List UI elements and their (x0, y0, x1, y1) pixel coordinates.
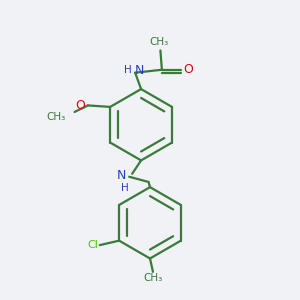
Text: Cl: Cl (87, 240, 98, 250)
Text: H: H (121, 183, 128, 193)
Text: N: N (117, 169, 126, 182)
Text: CH₃: CH₃ (143, 273, 163, 283)
Text: O: O (76, 99, 85, 112)
Text: CH₃: CH₃ (46, 112, 66, 122)
Text: O: O (184, 63, 194, 76)
Text: H: H (124, 65, 132, 75)
Text: N: N (134, 64, 144, 77)
Text: CH₃: CH₃ (149, 38, 169, 47)
